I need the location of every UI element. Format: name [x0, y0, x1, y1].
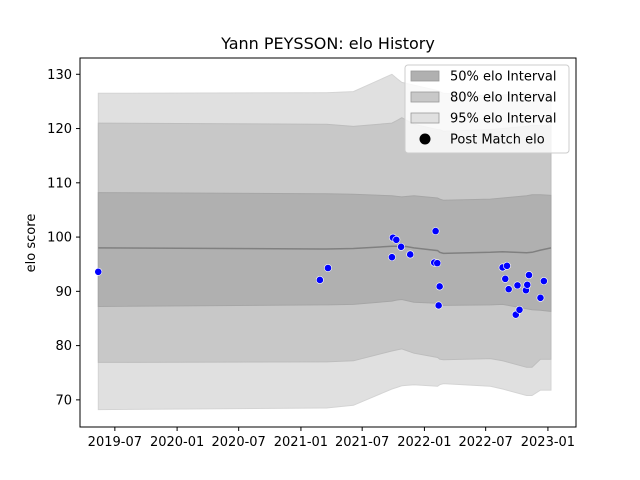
x-tick-label: 2021-07	[335, 435, 389, 450]
chart-title: Yann PEYSSON: elo History	[220, 34, 435, 53]
post-match-point-19	[513, 281, 522, 290]
post-match-point-20	[515, 305, 524, 314]
post-match-point-13	[435, 282, 444, 291]
legend-swatch-1	[410, 70, 440, 82]
x-tick-label: 2020-07	[212, 435, 266, 450]
y-tick-label: 100	[47, 231, 72, 246]
legend-label-4: Post Match elo	[450, 133, 545, 148]
legend-label-2: 80% elo Interval	[450, 91, 557, 106]
x-tick-label: 2022-07	[459, 435, 513, 450]
legend: 50% elo Interval 80% elo Interval 95% elo …	[404, 64, 570, 154]
y-tick-label: 70	[55, 393, 72, 408]
post-match-point-16	[503, 261, 511, 270]
y-tick-label: 80	[55, 339, 72, 354]
post-match-point-11	[433, 259, 442, 268]
x-tick-label: 2019-07	[88, 435, 142, 450]
axes: 70 80 90 100 110 120 130 2019-07 2020-01 2020-07 2…	[47, 57, 577, 450]
x-tick-label: 2021-01	[274, 435, 328, 450]
post-match-point-6	[392, 235, 401, 244]
post-match-point-17	[504, 285, 513, 294]
legend-box	[404, 64, 570, 154]
legend-swatch-3	[410, 112, 440, 124]
post-match-point-22	[523, 280, 532, 289]
legend-label-1: 50% elo Interval	[450, 70, 557, 85]
legend-swatch-2	[410, 91, 440, 103]
x-tick-label: 2020-01	[150, 435, 204, 450]
post-match-point-4	[388, 253, 396, 262]
plot-frame	[79, 57, 577, 428]
post-match-point-2	[315, 276, 324, 284]
legend-marker-4	[419, 133, 431, 145]
post-match-point-8	[406, 250, 415, 259]
y-tick-label: 130	[47, 68, 72, 83]
y-tick-label: 90	[55, 285, 72, 300]
plot-area	[94, 73, 552, 411]
legend-label-3: 95% elo Interval	[450, 112, 557, 127]
y-axis-label: elo score	[24, 214, 39, 273]
post-match-point-23	[525, 271, 533, 279]
y-tick-label: 110	[47, 176, 72, 191]
post-match-point-1	[94, 267, 103, 276]
post-match-point-15	[501, 274, 510, 283]
post-match-point-10	[431, 227, 440, 236]
post-match-point-24	[536, 293, 545, 302]
plot-content	[94, 73, 552, 411]
band-50-interval	[97, 192, 552, 312]
mean-elo-line	[98, 245, 552, 255]
x-tick-label: 2022-01	[397, 435, 451, 450]
post-match-point-12	[434, 301, 443, 310]
post-match-point-7	[397, 242, 405, 251]
post-match-point-3	[324, 264, 332, 272]
y-tick-label: 120	[47, 122, 72, 137]
post-match-point-25	[539, 277, 548, 285]
x-tick-label: 2023-01	[521, 435, 575, 450]
